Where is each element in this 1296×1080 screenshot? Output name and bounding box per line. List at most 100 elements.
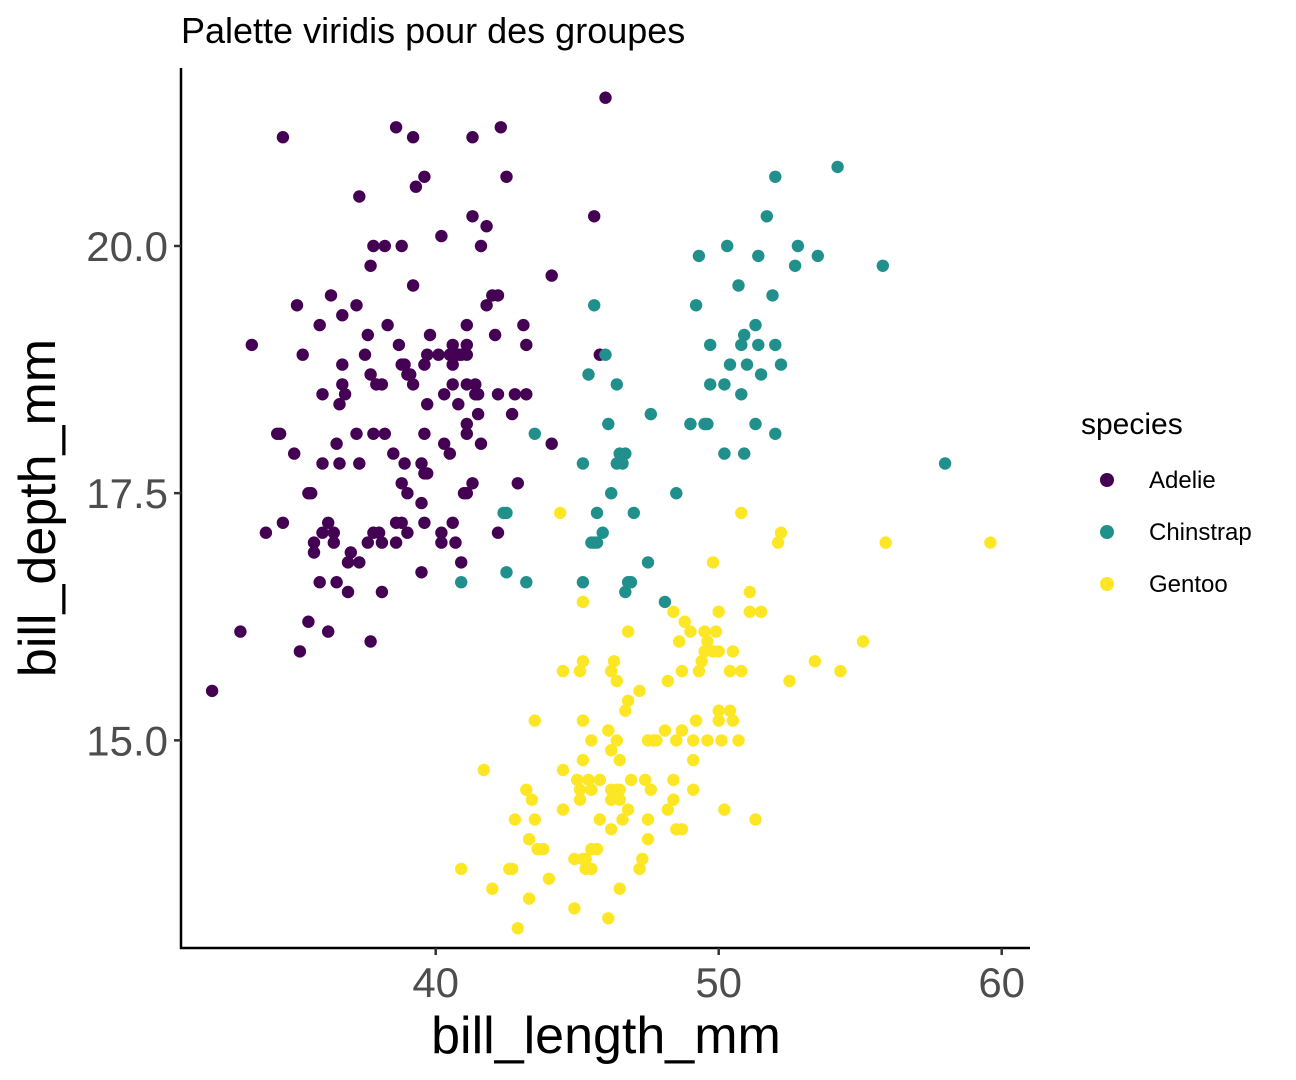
point-chinstrap-5	[528, 427, 541, 440]
point-gentoo-52	[613, 882, 626, 895]
point-chinstrap-44	[735, 338, 748, 352]
point-chinstrap-15	[599, 348, 612, 361]
point-adelie-98	[443, 348, 456, 361]
point-adelie-90	[423, 328, 437, 342]
point-gentoo-112	[743, 605, 756, 618]
point-adelie-81	[415, 457, 428, 470]
x-tick-label-0: 40	[412, 959, 459, 1006]
legend-title: species	[1081, 408, 1183, 441]
point-adelie-140	[545, 437, 558, 450]
point-adelie-23	[322, 516, 335, 529]
point-adelie-131	[491, 289, 505, 302]
point-gentoo-110	[735, 664, 748, 678]
point-gentoo-82	[675, 724, 689, 737]
point-gentoo-72	[658, 724, 672, 737]
point-adelie-59	[381, 318, 394, 332]
point-gentoo-30	[576, 595, 590, 609]
point-adelie-70	[398, 358, 411, 371]
point-chinstrap-36	[704, 378, 717, 391]
point-gentoo-93	[698, 625, 711, 638]
point-chinstrap-28	[644, 407, 657, 421]
point-gentoo-76	[667, 773, 680, 787]
point-chinstrap-56	[769, 338, 782, 352]
point-adelie-135	[508, 388, 522, 401]
point-gentoo-65	[638, 773, 652, 787]
point-adelie-31	[336, 378, 349, 391]
point-chinstrap-55	[769, 427, 782, 440]
point-chinstrap-50	[752, 338, 765, 352]
point-gentoo-97	[706, 556, 720, 569]
point-gentoo-108	[726, 645, 740, 658]
point-chinstrap-17	[605, 487, 618, 500]
point-adelie-138	[520, 388, 533, 401]
point-gentoo-37	[585, 734, 598, 747]
point-adelie-0	[205, 684, 219, 698]
point-chinstrap-8	[582, 368, 595, 381]
point-adelie-101	[446, 358, 459, 371]
point-gentoo-51	[610, 674, 623, 688]
point-chinstrap-32	[689, 299, 703, 312]
point-adelie-50	[367, 427, 380, 440]
point-adelie-133	[500, 170, 513, 183]
point-gentoo-10	[525, 793, 539, 806]
point-adelie-95	[438, 437, 451, 450]
point-adelie-103	[449, 536, 462, 549]
legend-label-gentoo: Gentoo	[1149, 571, 1228, 598]
point-gentoo-66	[641, 833, 655, 846]
point-chinstrap-26	[627, 506, 640, 520]
point-chinstrap-33	[692, 249, 706, 263]
point-adelie-122	[471, 388, 485, 401]
point-adelie-10	[293, 645, 307, 658]
point-adelie-25	[327, 536, 340, 549]
point-gentoo-36	[585, 783, 598, 796]
point-chinstrap-16	[602, 417, 615, 431]
point-adelie-30	[333, 398, 346, 411]
point-chinstrap-11	[588, 299, 601, 312]
point-adelie-130	[491, 388, 505, 401]
point-chinstrap-25	[624, 576, 638, 589]
point-adelie-120	[469, 378, 482, 391]
point-adelie-126	[480, 220, 493, 233]
y-tick-label-2: 20.0	[86, 223, 168, 270]
point-gentoo-90	[692, 664, 706, 678]
point-adelie-2	[245, 338, 258, 352]
point-adelie-42	[353, 190, 366, 203]
point-chinstrap-53	[760, 210, 773, 223]
point-chinstrap-59	[788, 259, 802, 272]
point-adelie-79	[415, 566, 428, 579]
point-gentoo-71	[650, 734, 663, 747]
point-gentoo-56	[616, 813, 629, 826]
point-adelie-91	[432, 348, 445, 361]
point-gentoo-15	[542, 872, 556, 885]
legend-key-chinstrap	[1100, 525, 1114, 539]
y-tick-label-0: 15.0	[86, 717, 168, 764]
point-adelie-92	[435, 536, 448, 549]
point-gentoo-17	[556, 803, 570, 816]
point-gentoo-43	[605, 823, 618, 836]
point-adelie-35	[341, 556, 355, 569]
point-chinstrap-54	[766, 289, 779, 302]
point-chinstrap-40	[721, 239, 734, 253]
point-adelie-16	[307, 536, 321, 549]
point-chinstrap-23	[619, 447, 632, 460]
point-gentoo-91	[695, 655, 708, 668]
point-chinstrap-0	[455, 576, 468, 589]
point-gentoo-114	[749, 813, 762, 826]
point-gentoo-9	[522, 833, 536, 846]
point-adelie-58	[378, 239, 391, 253]
point-gentoo-75	[667, 793, 680, 806]
point-adelie-68	[395, 239, 408, 253]
point-gentoo-7	[520, 783, 533, 796]
points-layer	[205, 91, 997, 935]
point-adelie-86	[418, 170, 431, 183]
point-chinstrap-14	[596, 526, 609, 539]
point-adelie-134	[505, 407, 519, 421]
point-chinstrap-49	[749, 318, 762, 332]
point-chinstrap-19	[610, 378, 623, 391]
point-chinstrap-39	[718, 378, 731, 391]
point-gentoo-32	[579, 852, 592, 866]
point-gentoo-6	[511, 922, 524, 935]
point-adelie-45	[361, 328, 374, 342]
point-gentoo-89	[689, 714, 703, 727]
point-gentoo-116	[771, 536, 785, 549]
